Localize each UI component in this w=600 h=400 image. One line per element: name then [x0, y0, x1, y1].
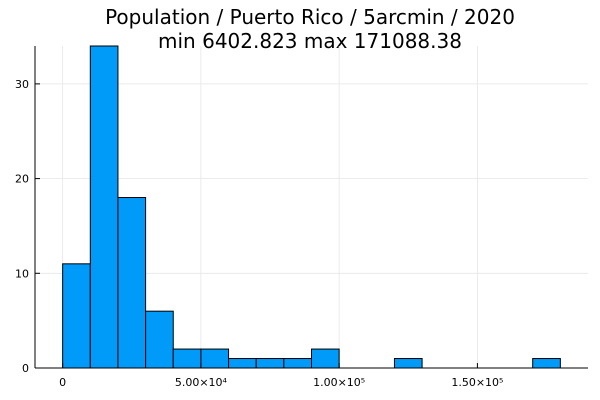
chart-title-line-1: Population / Puerto Rico / 5arcmin / 202…: [105, 5, 515, 29]
histogram-bar: [311, 348, 340, 369]
histogram-bar: [228, 358, 257, 369]
y-tick-label: 20: [15, 173, 29, 186]
bars: [62, 45, 561, 369]
histogram-bar: [145, 310, 174, 369]
histogram-bar: [283, 358, 313, 369]
y-tick-label: 30: [15, 78, 29, 91]
x-tick-label: 5.00×10⁴: [175, 376, 228, 389]
histogram-bar: [89, 45, 119, 369]
y-tick-label: 0: [22, 362, 29, 375]
histogram-bar: [117, 197, 147, 369]
chart-title-line-2: min 6402.823 max 171088.38: [158, 29, 462, 53]
histogram-bar: [62, 263, 91, 369]
x-tick-label: 1.00×10⁵: [313, 376, 365, 389]
histogram-bar: [255, 358, 285, 369]
y-tick-label: 10: [15, 267, 29, 280]
histogram-bar: [172, 348, 202, 369]
axes: [34, 46, 588, 369]
x-tick-label: 0: [59, 376, 66, 389]
histogram-bar: [393, 358, 423, 369]
histogram-bar: [200, 348, 230, 369]
tick-labels: 0 5.00×10⁴ 1.00×10⁵ 1.50×10⁵ 0 10 20 30: [15, 78, 503, 389]
histogram-bar: [532, 358, 561, 369]
x-tick-label: 1.50×10⁵: [451, 376, 503, 389]
